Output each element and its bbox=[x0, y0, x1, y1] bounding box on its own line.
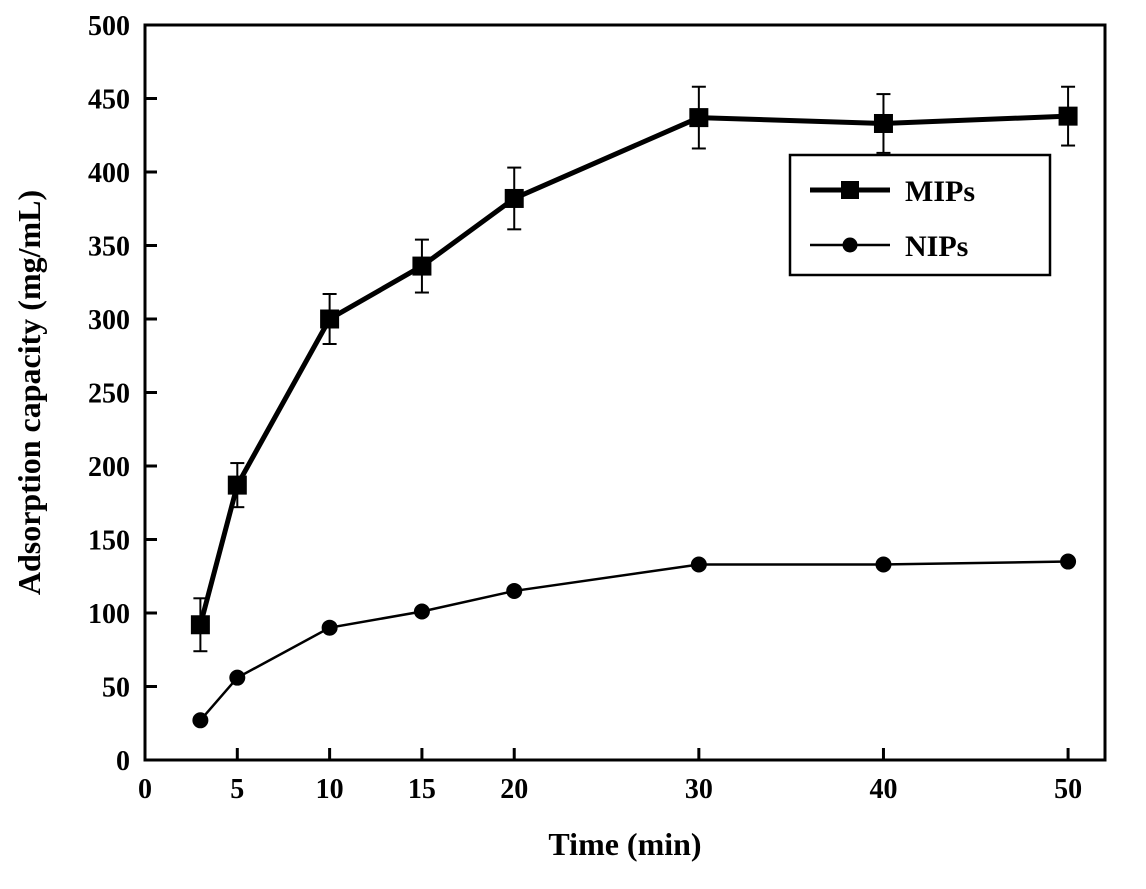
marker-mips bbox=[690, 109, 708, 127]
y-tick-label: 300 bbox=[88, 305, 130, 336]
x-tick-label: 30 bbox=[685, 774, 713, 805]
legend-marker-square-icon bbox=[841, 181, 859, 199]
y-tick-label: 500 bbox=[88, 11, 130, 42]
marker-nips bbox=[691, 557, 706, 572]
x-tick-label: 0 bbox=[138, 774, 152, 805]
marker-nips bbox=[322, 620, 337, 635]
x-tick-label: 50 bbox=[1054, 774, 1082, 805]
marker-mips bbox=[321, 310, 339, 328]
y-tick-label: 100 bbox=[88, 599, 130, 630]
marker-mips bbox=[1059, 107, 1077, 125]
chart-container: 0 50 100 150 200 250 300 350 400 450 500 0 10 20 30 40 5… bbox=[0, 0, 1146, 889]
x-tick-label: 5 bbox=[230, 774, 244, 805]
x-tick-label: 10 bbox=[316, 774, 344, 805]
marker-mips bbox=[505, 189, 523, 207]
marker-mips bbox=[413, 257, 431, 275]
y-tick-label: 200 bbox=[88, 452, 130, 483]
y-tick-label: 350 bbox=[88, 232, 130, 263]
x-tick-label: 40 bbox=[869, 774, 897, 805]
marker-mips bbox=[874, 114, 892, 132]
adsorption-chart: 0 50 100 150 200 250 300 350 400 450 500 0 10 20 30 40 5… bbox=[0, 0, 1146, 889]
marker-nips bbox=[193, 713, 208, 728]
y-tick-label: 150 bbox=[88, 526, 130, 557]
legend-label: MIPs bbox=[905, 175, 975, 208]
marker-nips bbox=[1061, 554, 1076, 569]
y-tick-label: 50 bbox=[102, 673, 130, 704]
y-tick-label: 250 bbox=[88, 379, 130, 410]
marker-nips bbox=[507, 583, 522, 598]
x-tick-label: 20 bbox=[500, 774, 528, 805]
y-tick-label: 0 bbox=[116, 746, 130, 777]
y-tick-label: 400 bbox=[88, 158, 130, 189]
marker-nips bbox=[414, 604, 429, 619]
x-tick-label: 15 bbox=[408, 774, 436, 805]
marker-mips bbox=[191, 616, 209, 634]
y-axis-label: Adsorption capacity (mg/mL) bbox=[11, 190, 47, 595]
legend-label: NIPs bbox=[905, 230, 968, 263]
marker-mips bbox=[228, 476, 246, 494]
y-tick-label: 450 bbox=[88, 85, 130, 116]
marker-nips bbox=[230, 670, 245, 685]
x-axis-label: Time (min) bbox=[548, 826, 701, 862]
legend-marker-circle-icon bbox=[843, 238, 858, 253]
marker-nips bbox=[876, 557, 891, 572]
